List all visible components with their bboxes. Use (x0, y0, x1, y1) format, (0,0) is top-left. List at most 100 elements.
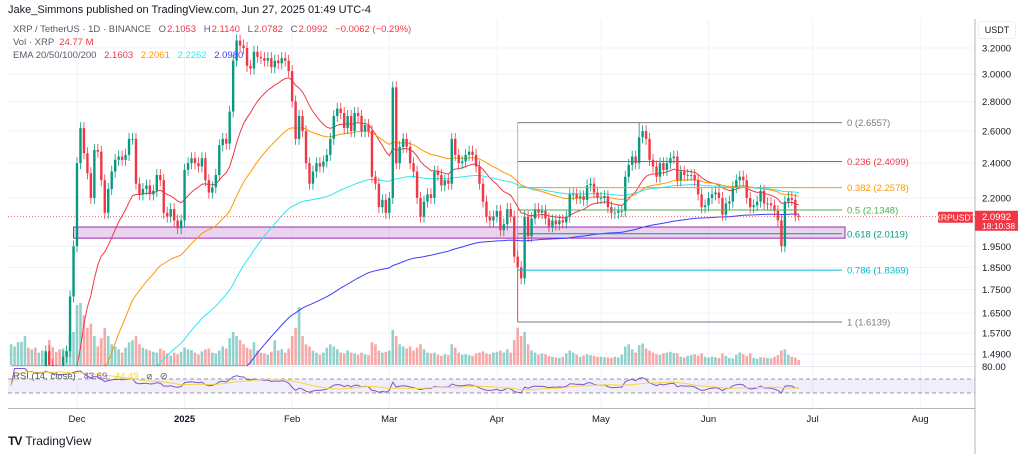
price-tick-label: 2.4000 (982, 159, 1011, 170)
volume-bar (446, 355, 450, 365)
candle-body (519, 267, 523, 279)
volume-bar (148, 350, 152, 365)
candle (273, 54, 276, 74)
volume-bar (492, 352, 495, 365)
candle-body (408, 146, 412, 164)
volume-bar (134, 336, 138, 365)
candle (55, 364, 57, 366)
candle-body (384, 199, 388, 213)
fib-level-label: 1 (1.6139) (847, 317, 890, 328)
rsi-label[interactable]: RSI (14, close) (13, 371, 76, 382)
pane-divider (8, 366, 975, 367)
volume-bar (714, 357, 717, 365)
eye-off-icon[interactable]: ⊘ (159, 371, 168, 382)
candle-body (245, 47, 249, 66)
candle-body (89, 173, 93, 198)
candle (342, 107, 346, 135)
volume-bar (516, 327, 519, 365)
candle-body (710, 194, 714, 198)
volume-label[interactable]: Vol · XRP (13, 37, 55, 48)
volume-bar (637, 345, 641, 365)
candle-body (207, 180, 211, 193)
candle-body (179, 220, 183, 229)
candle-body (48, 351, 51, 365)
fib-level-label: 0.236 (2.4099) (847, 157, 909, 168)
candle (589, 177, 592, 192)
volume-bar (318, 354, 322, 365)
candle-body (467, 151, 471, 155)
volume-bar (707, 357, 710, 365)
candle (773, 199, 776, 217)
rsi-lines (10, 368, 799, 394)
candle-body (186, 163, 190, 170)
candle-body (603, 196, 606, 198)
candle (308, 157, 311, 190)
candle (318, 157, 322, 173)
candle (169, 203, 172, 223)
fibonacci-retracement[interactable]: 0 (2.6557) 0.236 (2.4099) 0.382 (2.2578) 0.… (517, 118, 909, 328)
price-tick-label: 2.6000 (982, 127, 1011, 138)
ema-label[interactable]: EMA 20/50/100/200 (13, 50, 97, 61)
price-axis[interactable]: 3.2000 3.0000 2.8000 2.6000 2.4000 2.2000 1.95… (982, 43, 1011, 373)
candle-body (676, 156, 679, 181)
symbol-name[interactable]: XRP / TetherUS · 1D · BINANCE (13, 24, 151, 35)
volume-bar (190, 350, 193, 365)
candle (159, 169, 162, 187)
ema-legend: EMA 20/50/100/200 2.1603 2.2061 2.2262 2… (13, 50, 243, 61)
candle (561, 214, 564, 229)
candle (214, 169, 217, 194)
volume-bar (700, 353, 703, 365)
candle (540, 204, 544, 219)
symbol-tag (938, 211, 973, 223)
candle-body (762, 190, 766, 204)
currency-unit[interactable]: USDT (978, 21, 1016, 39)
candle-body (596, 192, 599, 198)
candle-body (589, 183, 592, 186)
candle (429, 188, 433, 205)
symbol-tag-label: XRPUSDT (935, 212, 976, 222)
volume-bar (644, 348, 648, 365)
volume-bar (256, 350, 259, 365)
support-zone[interactable] (73, 226, 846, 239)
candle-body (526, 216, 530, 237)
candle (617, 204, 620, 219)
volume-bar (138, 344, 141, 365)
price-tick-label: 2.2000 (982, 193, 1011, 204)
fib-level-label: 0.618 (2.0119) (847, 229, 908, 240)
candle-body (204, 158, 207, 181)
candle (679, 165, 682, 187)
candle-body (315, 163, 318, 172)
candle-body (558, 220, 561, 225)
price-tick-label: 2.8000 (982, 97, 1011, 108)
eye-off-icon[interactable]: ⌀ (146, 371, 153, 382)
time-axis[interactable]: Dec 2025 Feb Mar Apr May Jun Jul Aug (69, 414, 929, 425)
candle-body (72, 246, 75, 297)
volume-bar (79, 303, 82, 365)
candle-body (547, 218, 551, 227)
candle (401, 132, 405, 153)
candle (783, 195, 787, 253)
support-zone-rect[interactable] (73, 226, 846, 239)
candle-body (655, 166, 658, 177)
candle-body (724, 203, 728, 215)
candle (395, 81, 398, 170)
volume-bar (145, 349, 148, 365)
candle-body (68, 296, 72, 352)
candle (519, 261, 523, 285)
volume-bar (13, 346, 16, 365)
time-tick-label: Aug (912, 414, 929, 425)
candle (766, 197, 769, 210)
volume-bar (245, 347, 249, 365)
volume-bar (530, 350, 533, 365)
volume-bar (741, 354, 745, 365)
volume-bar (693, 354, 696, 365)
candle-body (478, 166, 481, 184)
candle-body (620, 210, 623, 212)
tradingview-brand: TV TradingView (8, 434, 91, 448)
candle-body (277, 60, 280, 64)
candle (634, 150, 637, 170)
volume-bar (96, 346, 100, 365)
candle-body (169, 209, 172, 217)
